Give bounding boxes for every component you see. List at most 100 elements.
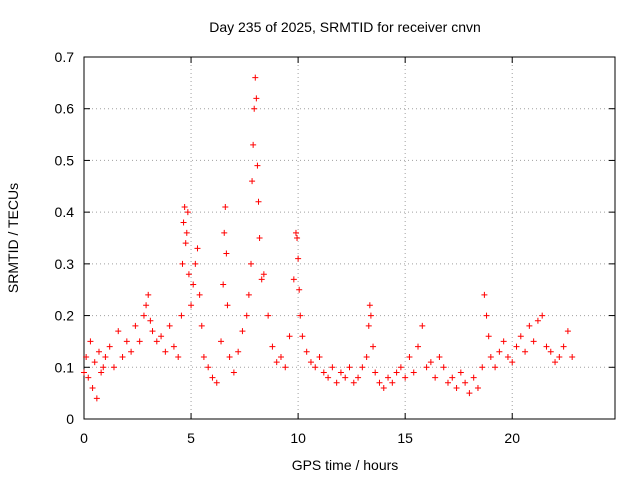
y-tick-label: 0.1 (55, 359, 75, 375)
data-point (224, 302, 231, 309)
data-point (183, 229, 190, 236)
data-point (178, 312, 185, 319)
data-point (196, 291, 203, 298)
data-point (296, 286, 303, 293)
data-point (91, 359, 98, 366)
data-point (299, 333, 306, 340)
data-point (303, 348, 310, 355)
data-point (87, 338, 94, 345)
data-point (145, 291, 152, 298)
y-tick-label: 0.7 (55, 49, 75, 65)
data-point (492, 364, 499, 371)
axis-ticks: 0 0.1 0.2 0.3 0.4 0.5 0.6 0.7 0 5 10 15 20 (55, 49, 615, 446)
y-tick-label: 0.2 (55, 308, 75, 324)
data-point (184, 209, 191, 216)
data-point (312, 364, 319, 371)
data-point (402, 374, 409, 381)
data-point (256, 235, 263, 241)
data-point (248, 260, 255, 267)
data-point (359, 364, 366, 371)
x-axis-label: GPS time / hours (292, 457, 399, 473)
data-point (235, 348, 242, 355)
data-point (292, 229, 299, 236)
data-point (123, 338, 130, 345)
data-point (286, 333, 293, 340)
data-point (239, 328, 246, 335)
data-point (427, 359, 434, 366)
data-point (564, 328, 571, 335)
data-point (102, 353, 109, 360)
data-point (415, 343, 422, 350)
x-tick-label: 10 (290, 430, 306, 446)
data-point (218, 338, 225, 345)
data-point (432, 374, 439, 381)
data-point (89, 384, 96, 391)
data-point (393, 369, 400, 376)
data-point (466, 390, 473, 397)
data-point (483, 312, 490, 319)
data-point (419, 322, 426, 329)
data-point (517, 333, 524, 340)
y-tick-label: 0.3 (55, 256, 75, 272)
data-point (436, 353, 443, 360)
data-point (269, 343, 276, 350)
data-point (249, 178, 256, 185)
data-point (380, 384, 387, 391)
data-point (182, 240, 189, 247)
data-point (509, 359, 516, 366)
data-point (325, 374, 332, 381)
x-tick-label: 15 (397, 430, 413, 446)
data-point (547, 348, 554, 355)
data-point (513, 343, 520, 350)
data-point (119, 353, 126, 360)
data-point (366, 302, 373, 309)
x-tick-label: 20 (504, 430, 520, 446)
data-point (363, 353, 370, 360)
data-point (440, 364, 447, 371)
data-point (470, 374, 477, 381)
data-point (496, 348, 503, 355)
data-point (179, 260, 186, 267)
data-point (253, 95, 260, 102)
data-point (265, 312, 272, 319)
data-point (290, 276, 297, 283)
data-point (95, 348, 102, 355)
data-point (376, 379, 383, 386)
data-point (83, 353, 90, 360)
x-tick-label: 5 (187, 430, 195, 446)
data-point (569, 353, 576, 360)
data-point (372, 369, 379, 376)
data-point (230, 369, 237, 376)
data-point (504, 353, 511, 360)
data-point (389, 379, 396, 386)
data-point (213, 379, 220, 386)
data-point (149, 328, 156, 335)
plot-frame (83, 56, 616, 420)
data-point (85, 374, 92, 381)
data-point (185, 271, 192, 278)
data-point (474, 384, 481, 391)
data-point (190, 281, 197, 288)
data-point (198, 322, 205, 329)
data-point (194, 245, 201, 252)
data-point (423, 364, 430, 371)
data-point (560, 343, 567, 350)
data-point (342, 374, 349, 381)
data-point (136, 338, 143, 345)
data-point (365, 322, 372, 329)
data-point (222, 203, 229, 210)
data-point (205, 364, 212, 371)
data-point (251, 105, 258, 112)
data-point (397, 364, 404, 371)
data-point (220, 281, 227, 288)
data-point (170, 343, 177, 350)
data-point (295, 255, 302, 262)
y-tick-label: 0.6 (55, 101, 75, 117)
x-tick-label: 0 (80, 430, 88, 446)
data-point (277, 353, 284, 360)
data-point (370, 343, 377, 350)
data-point (143, 302, 150, 309)
chart-title: Day 235 of 2025, SRMTID for receiver cnv… (209, 19, 481, 35)
data-point (320, 369, 327, 376)
data-point (500, 338, 507, 345)
